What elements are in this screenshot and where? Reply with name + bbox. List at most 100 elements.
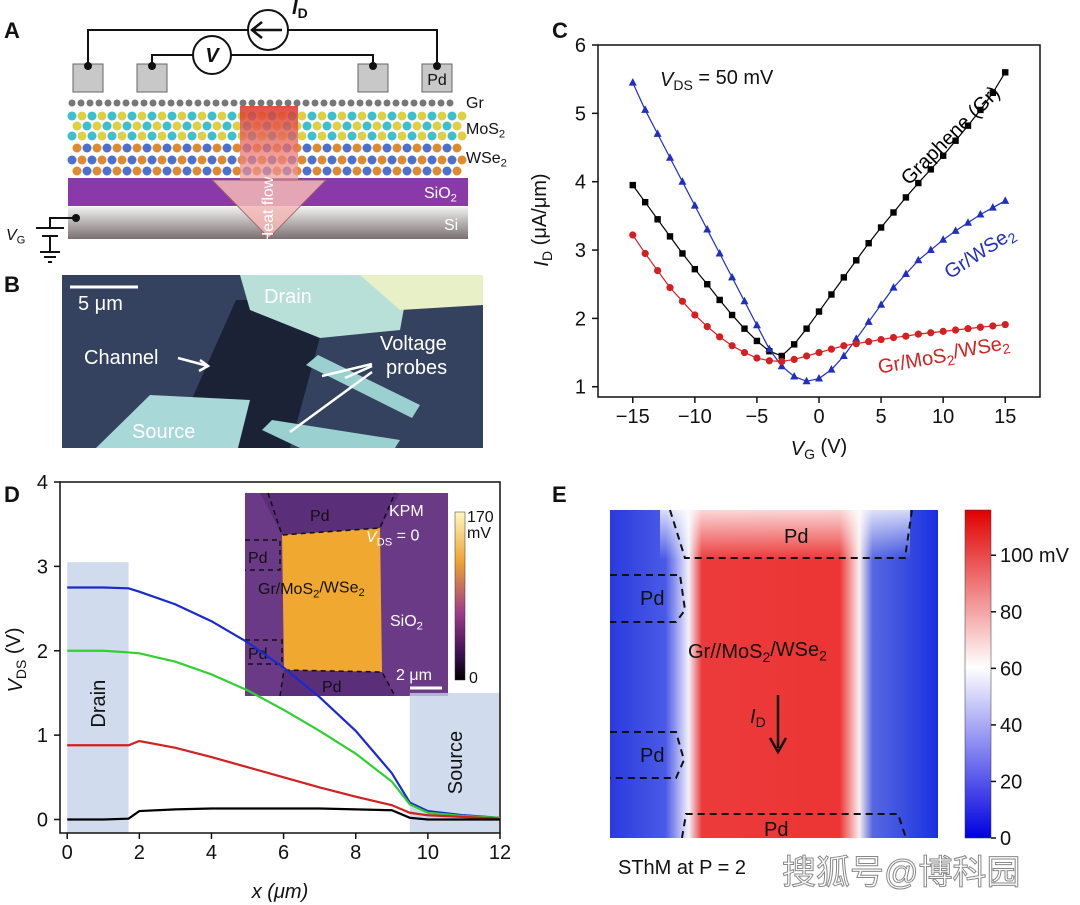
marker: [902, 194, 910, 201]
marker: [678, 177, 687, 185]
annotation: VDS = 50 mV: [660, 67, 774, 93]
atom: [422, 166, 432, 176]
colorbar: [964, 509, 992, 839]
dashed-outline: [245, 492, 396, 697]
atom: [177, 155, 187, 165]
marker: [889, 333, 898, 342]
colorbar-label: 170: [467, 509, 494, 526]
atom: [402, 121, 412, 131]
atom: [392, 99, 400, 107]
atom: [182, 143, 192, 153]
marker: [890, 209, 897, 216]
marker: [715, 248, 724, 257]
current-label: ID: [292, 0, 308, 21]
x-axis-label: x (μm): [251, 881, 309, 903]
colorbar-label: 100 mV: [1000, 545, 1070, 567]
arrow: [768, 695, 788, 755]
text-part: Gr/MoS: [876, 345, 948, 379]
atom: [362, 166, 372, 176]
atom: [302, 121, 312, 131]
atom: [307, 131, 317, 141]
marker: [690, 201, 699, 209]
atom: [387, 131, 397, 141]
atom: [162, 121, 172, 131]
atom: [82, 143, 92, 153]
material-label: Gr/MoS2/WSe2: [258, 580, 365, 601]
pad-label: Pd: [322, 679, 342, 696]
atom: [427, 131, 437, 141]
line: [67, 739, 501, 820]
atom: [442, 143, 452, 153]
marker: [703, 323, 711, 331]
atom: [397, 155, 407, 165]
region: [67, 562, 129, 833]
atom: [127, 155, 137, 165]
text-part: = 0: [392, 528, 419, 545]
atom: [442, 121, 452, 131]
text-part: (V): [815, 436, 847, 458]
marker: [914, 330, 922, 338]
atom: [172, 143, 182, 153]
atom: [312, 166, 322, 176]
atom: [337, 131, 347, 141]
marker: [740, 348, 749, 357]
atom: [302, 166, 312, 176]
marker: [914, 255, 923, 264]
atom: [427, 155, 437, 165]
atom: [97, 155, 107, 165]
atom: [77, 99, 85, 107]
pad-label: Pd: [640, 588, 664, 610]
current-label: ID: [750, 706, 766, 730]
gate-symbol: [36, 217, 76, 263]
atom: [432, 143, 442, 153]
series-label: Gr/WSe2: [941, 222, 1021, 285]
marker: [728, 311, 736, 319]
y-tick-label: 0: [37, 810, 48, 832]
text-part: V: [660, 69, 675, 91]
marker: [629, 231, 637, 239]
atom: [87, 155, 97, 165]
text-part: 2: [313, 588, 319, 600]
atom: [177, 131, 187, 141]
marker: [840, 342, 848, 350]
atom: [357, 111, 367, 121]
marker: [778, 352, 785, 360]
text-part: 2: [451, 192, 457, 204]
text-part: V: [791, 438, 806, 460]
atom: [197, 111, 207, 121]
marker: [790, 371, 799, 380]
atom: [131, 99, 139, 107]
x-tick-label: 10: [932, 406, 954, 428]
atom: [140, 99, 148, 107]
atom: [87, 131, 97, 141]
atom: [407, 131, 417, 141]
atom: [77, 155, 87, 165]
marker: [976, 323, 985, 331]
panel-letter: D: [4, 482, 20, 507]
atom: [442, 166, 452, 176]
caption: SThM at P = 2: [618, 857, 746, 879]
atom: [230, 99, 238, 107]
atom: [212, 99, 220, 107]
atom: [95, 99, 103, 107]
line: [67, 807, 500, 821]
atoms: [67, 99, 467, 176]
atom: [137, 111, 147, 121]
atom: [447, 111, 457, 121]
atom: [203, 99, 211, 107]
text-part: Gr/MoS: [258, 581, 313, 598]
atom: [367, 131, 377, 141]
marker: [964, 325, 972, 333]
marker: [728, 342, 736, 350]
scale-label: 2 μm: [396, 667, 432, 684]
x-tick-label: 6: [278, 842, 289, 864]
atom: [172, 166, 182, 176]
atom: [428, 99, 436, 107]
atom: [302, 99, 310, 107]
atom: [320, 99, 328, 107]
atom: [327, 155, 337, 165]
panel-letter: A: [4, 18, 20, 43]
atom: [167, 131, 177, 141]
atom: [392, 166, 402, 176]
atom: [152, 143, 162, 153]
